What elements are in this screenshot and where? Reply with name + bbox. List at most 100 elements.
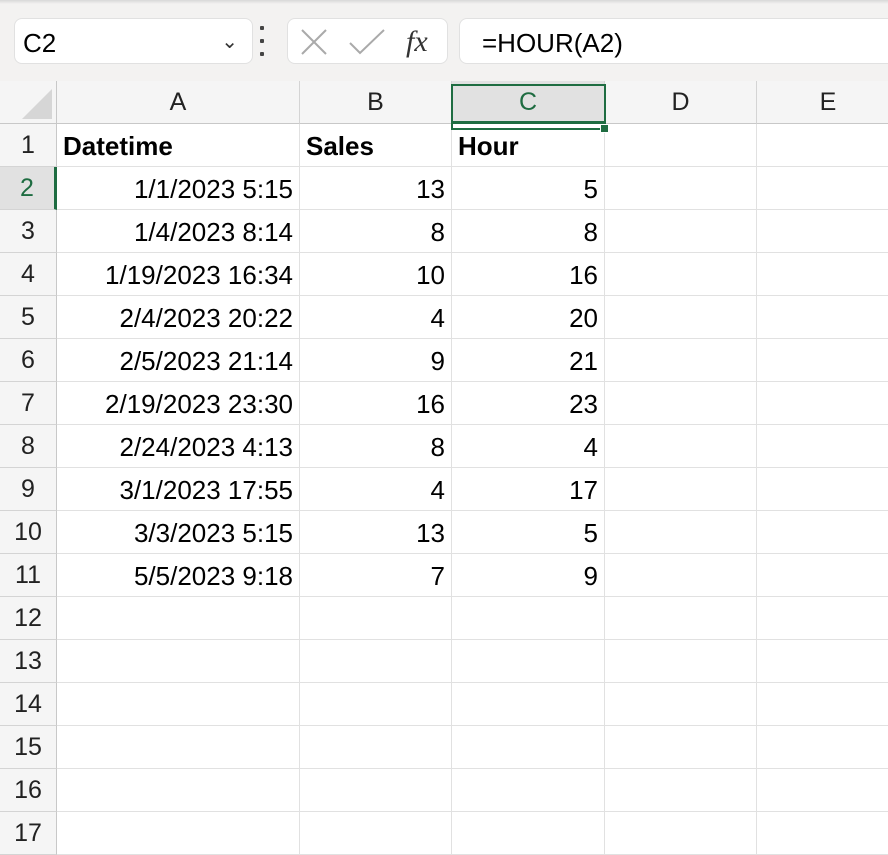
cell-e8[interactable] [757, 425, 888, 468]
cell-c3[interactable]: 8 [452, 210, 605, 253]
cell-d15[interactable] [605, 726, 757, 769]
row-header-10[interactable]: 10 [0, 511, 57, 554]
cell-e7[interactable] [757, 382, 888, 425]
cell-b2[interactable]: 13 [300, 167, 452, 210]
row-header-13[interactable]: 13 [0, 640, 57, 683]
cell-e12[interactable] [757, 597, 888, 640]
cell-b10[interactable]: 13 [300, 511, 452, 554]
cell-d13[interactable] [605, 640, 757, 683]
cell-a17[interactable] [57, 812, 300, 855]
cell-c9[interactable]: 17 [452, 468, 605, 511]
cell-b3[interactable]: 8 [300, 210, 452, 253]
cell-e16[interactable] [757, 769, 888, 812]
row-header-6[interactable]: 6 [0, 339, 57, 382]
cell-e17[interactable] [757, 812, 888, 855]
cell-e2[interactable] [757, 167, 888, 210]
cell-c15[interactable] [452, 726, 605, 769]
row-header-3[interactable]: 3 [0, 210, 57, 253]
cell-b11[interactable]: 7 [300, 554, 452, 597]
cell-a2[interactable]: 1/1/2023 5:15 [57, 167, 300, 210]
cell-c16[interactable] [452, 769, 605, 812]
row-header-11[interactable]: 11 [0, 554, 57, 597]
row-header-8[interactable]: 8 [0, 425, 57, 468]
row-header-17[interactable]: 17 [0, 812, 57, 855]
cell-a3[interactable]: 1/4/2023 8:14 [57, 210, 300, 253]
cell-b16[interactable] [300, 769, 452, 812]
cell-a16[interactable] [57, 769, 300, 812]
cell-b17[interactable] [300, 812, 452, 855]
column-header-d[interactable]: D [605, 81, 757, 124]
name-box[interactable]: C2 ⌄ [14, 18, 253, 64]
cell-b14[interactable] [300, 683, 452, 726]
cell-d17[interactable] [605, 812, 757, 855]
cell-c6[interactable]: 21 [452, 339, 605, 382]
row-header-1[interactable]: 1 [0, 124, 57, 167]
cell-b9[interactable]: 4 [300, 468, 452, 511]
cell-a9[interactable]: 3/1/2023 17:55 [57, 468, 300, 511]
cell-b7[interactable]: 16 [300, 382, 452, 425]
column-header-c[interactable]: C [452, 81, 605, 124]
cell-a1[interactable]: Datetime [57, 124, 300, 167]
cell-b6[interactable]: 9 [300, 339, 452, 382]
cell-a13[interactable] [57, 640, 300, 683]
cell-e14[interactable] [757, 683, 888, 726]
cell-a5[interactable]: 2/4/2023 20:22 [57, 296, 300, 339]
cell-b8[interactable]: 8 [300, 425, 452, 468]
cell-c8[interactable]: 4 [452, 425, 605, 468]
cell-e3[interactable] [757, 210, 888, 253]
cell-a6[interactable]: 2/5/2023 21:14 [57, 339, 300, 382]
cell-d7[interactable] [605, 382, 757, 425]
cell-d8[interactable] [605, 425, 757, 468]
column-header-e[interactable]: E [757, 81, 888, 124]
cell-b4[interactable]: 10 [300, 253, 452, 296]
column-header-a[interactable]: A [57, 81, 300, 124]
cell-a14[interactable] [57, 683, 300, 726]
cell-d3[interactable] [605, 210, 757, 253]
fx-icon[interactable]: fx [406, 25, 428, 58]
cell-a8[interactable]: 2/24/2023 4:13 [57, 425, 300, 468]
cell-e9[interactable] [757, 468, 888, 511]
cell-e6[interactable] [757, 339, 888, 382]
cell-a10[interactable]: 3/3/2023 5:15 [57, 511, 300, 554]
cell-e1[interactable] [757, 124, 888, 167]
row-header-4[interactable]: 4 [0, 253, 57, 296]
cell-c2[interactable]: 5 [452, 167, 605, 210]
row-header-12[interactable]: 12 [0, 597, 57, 640]
cell-c1[interactable]: Hour [452, 124, 605, 167]
cell-b5[interactable]: 4 [300, 296, 452, 339]
cell-c17[interactable] [452, 812, 605, 855]
cell-d12[interactable] [605, 597, 757, 640]
cell-a12[interactable] [57, 597, 300, 640]
chevron-down-icon[interactable]: ⌄ [221, 31, 238, 53]
select-all-button[interactable] [0, 81, 57, 124]
cell-b15[interactable] [300, 726, 452, 769]
check-icon[interactable] [349, 29, 385, 55]
row-header-2[interactable]: 2 [0, 167, 57, 210]
row-header-15[interactable]: 15 [0, 726, 57, 769]
cell-a15[interactable] [57, 726, 300, 769]
row-header-5[interactable]: 5 [0, 296, 57, 339]
cell-c5[interactable]: 20 [452, 296, 605, 339]
cell-d2[interactable] [605, 167, 757, 210]
formula-input[interactable]: =HOUR(A2) [459, 18, 888, 64]
cell-c4[interactable]: 16 [452, 253, 605, 296]
cell-e13[interactable] [757, 640, 888, 683]
cell-d10[interactable] [605, 511, 757, 554]
row-header-16[interactable]: 16 [0, 769, 57, 812]
cell-d11[interactable] [605, 554, 757, 597]
more-options-icon[interactable] [257, 26, 267, 56]
cell-d6[interactable] [605, 339, 757, 382]
cell-d14[interactable] [605, 683, 757, 726]
cell-c13[interactable] [452, 640, 605, 683]
cell-a11[interactable]: 5/5/2023 9:18 [57, 554, 300, 597]
cell-a4[interactable]: 1/19/2023 16:34 [57, 253, 300, 296]
x-icon[interactable] [301, 29, 327, 55]
row-header-7[interactable]: 7 [0, 382, 57, 425]
cell-d1[interactable] [605, 124, 757, 167]
row-header-9[interactable]: 9 [0, 468, 57, 511]
cell-e15[interactable] [757, 726, 888, 769]
column-header-b[interactable]: B [300, 81, 452, 124]
cell-d4[interactable] [605, 253, 757, 296]
cell-b13[interactable] [300, 640, 452, 683]
cell-d9[interactable] [605, 468, 757, 511]
